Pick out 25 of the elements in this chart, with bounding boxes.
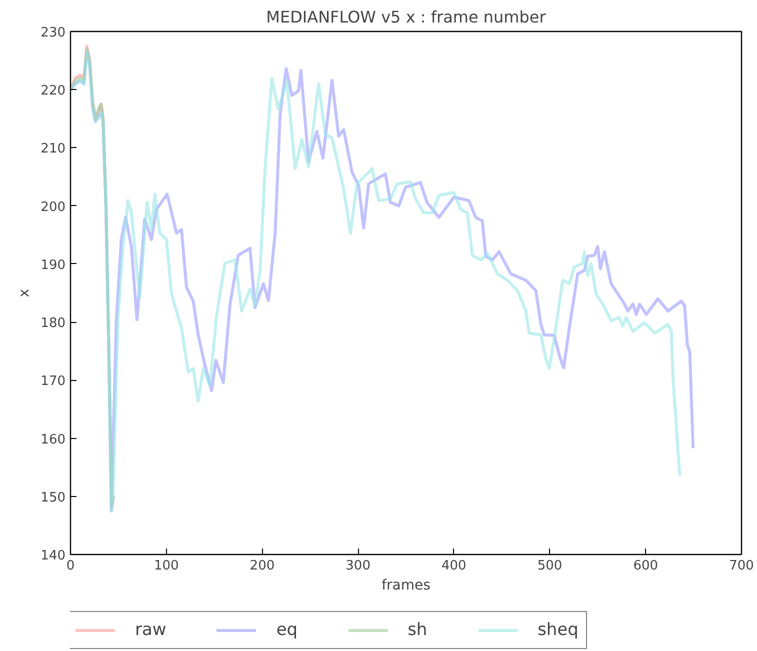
x-axis-title: frames bbox=[382, 578, 430, 594]
x-tick-label: 300 bbox=[346, 558, 370, 574]
x-tick-label: 0 bbox=[66, 558, 75, 574]
x-tick-label: 100 bbox=[154, 558, 179, 574]
y-tick-label: 170 bbox=[40, 374, 66, 390]
x-tick-label: 200 bbox=[250, 558, 275, 574]
y-tick-label: 180 bbox=[40, 316, 66, 332]
x-tick-label: 600 bbox=[633, 558, 658, 574]
legend-label: raw bbox=[135, 620, 166, 640]
x-tick-label: 400 bbox=[442, 558, 466, 574]
y-tick-label: 220 bbox=[40, 84, 66, 99]
legend-label: eq bbox=[276, 620, 298, 640]
x-tick-label: 500 bbox=[537, 558, 562, 574]
y-tick-label: 200 bbox=[40, 200, 66, 215]
y-axis-title: x bbox=[16, 288, 33, 298]
legend-label: sheq bbox=[538, 620, 578, 640]
chart-title: MEDIANFLOW v5 x : frame number bbox=[266, 8, 546, 26]
y-tick-label: 160 bbox=[40, 432, 66, 448]
y-tick-label: 210 bbox=[40, 142, 66, 157]
y-tick-label: 140 bbox=[40, 548, 66, 564]
y-tick-label: 150 bbox=[40, 490, 66, 506]
x-tick-label: 700 bbox=[729, 558, 754, 574]
legend-label: sh bbox=[408, 620, 428, 640]
y-tick-label: 190 bbox=[40, 258, 66, 273]
y-tick-label: 230 bbox=[40, 26, 66, 40]
